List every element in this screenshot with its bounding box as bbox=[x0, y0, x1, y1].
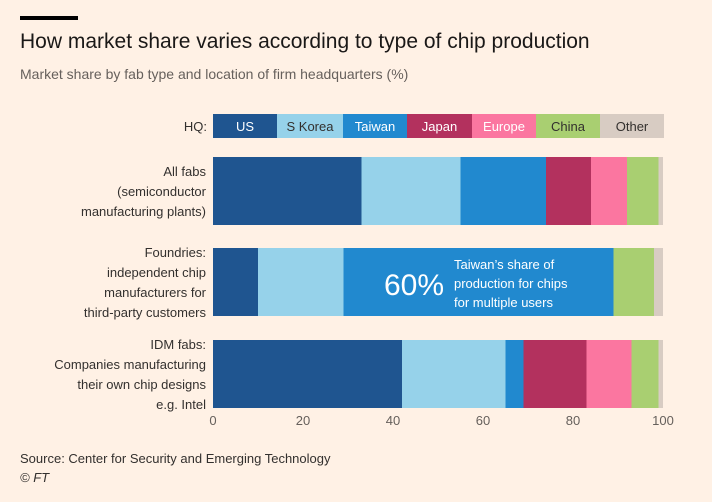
bar-taiwan-row-2 bbox=[343, 248, 614, 316]
bar-china-row-3 bbox=[631, 340, 659, 408]
chart-title: How market share varies according to typ… bbox=[20, 30, 590, 53]
annotation-line-1: Taiwan’s share of bbox=[454, 257, 555, 272]
bar-taiwan-row-1 bbox=[460, 157, 546, 225]
legend-entry-s-korea: S Korea bbox=[287, 119, 335, 134]
legend-entry-taiwan: Taiwan bbox=[355, 119, 395, 134]
category-label-row-2-line-3: manufacturers for bbox=[104, 285, 207, 300]
legend-entry-china: China bbox=[551, 119, 586, 134]
ft-top-bar bbox=[20, 16, 78, 20]
bar-us-row-1 bbox=[213, 157, 362, 225]
legend-entry-other: Other bbox=[616, 119, 649, 134]
bar-other-row-1 bbox=[658, 157, 663, 225]
bar-japan-row-1 bbox=[546, 157, 591, 225]
legend-swatch-europe bbox=[472, 114, 536, 138]
legend-swatch-china bbox=[536, 114, 600, 138]
bar-other-row-2 bbox=[654, 248, 663, 316]
annotation-line-3: for multiple users bbox=[454, 295, 553, 310]
x-tick-label-80: 80 bbox=[566, 413, 580, 428]
bar-china-row-1 bbox=[627, 157, 659, 225]
legend-entry-europe: Europe bbox=[483, 119, 525, 134]
chart-subtitle: Market share by fab type and location of… bbox=[20, 66, 409, 82]
category-label-row-3-line-2: Companies manufacturing bbox=[54, 357, 206, 372]
legend-entry-japan: Japan bbox=[422, 119, 457, 134]
legend-swatch-taiwan bbox=[343, 114, 407, 138]
x-tick-label-100: 100 bbox=[652, 413, 674, 428]
annotation-value: 60% bbox=[384, 269, 444, 302]
bar-other-row-3 bbox=[658, 340, 663, 408]
source-note: Source: Center for Security and Emerging… bbox=[20, 451, 331, 466]
bar-taiwan-row-3 bbox=[505, 340, 524, 408]
bar-china-row-2 bbox=[613, 248, 654, 316]
bar-japan-row-3 bbox=[523, 340, 587, 408]
legend-swatch-japan bbox=[407, 114, 472, 138]
category-label-row-2-line-2: independent chip bbox=[107, 265, 206, 280]
bar-s-korea-row-1 bbox=[361, 157, 461, 225]
legend-entry-us: US bbox=[236, 119, 254, 134]
bar-s-korea-row-3 bbox=[402, 340, 506, 408]
bar-us-row-2 bbox=[213, 248, 258, 316]
category-label-row-1-line-1: All fabs bbox=[163, 164, 206, 179]
legend-label: HQ: bbox=[184, 119, 207, 134]
bar-europe-row-1 bbox=[591, 157, 627, 225]
bar-europe-row-3 bbox=[586, 340, 632, 408]
category-label-row-3-line-4: e.g. Intel bbox=[156, 397, 206, 412]
x-tick-label-20: 20 bbox=[296, 413, 310, 428]
bar-s-korea-row-2 bbox=[258, 248, 344, 316]
x-tick-label-40: 40 bbox=[386, 413, 400, 428]
x-tick-label-0: 0 bbox=[209, 413, 216, 428]
category-label-row-2-line-1: Foundries: bbox=[145, 245, 206, 260]
category-label-row-3-line-1: IDM fabs: bbox=[150, 337, 206, 352]
legend-swatch-s-korea bbox=[277, 114, 343, 138]
legend-swatch-us bbox=[213, 114, 277, 138]
category-label-row-3-line-3: their own chip designs bbox=[77, 377, 206, 392]
annotation-line-2: production for chips bbox=[454, 276, 568, 291]
bar-us-row-3 bbox=[213, 340, 402, 408]
category-label-row-1-line-2: (semiconductor bbox=[117, 184, 207, 199]
x-tick-label-60: 60 bbox=[476, 413, 490, 428]
category-label-row-2-line-4: third-party customers bbox=[84, 305, 207, 320]
legend-swatch-other bbox=[600, 114, 664, 138]
ft-credit: © FT bbox=[20, 470, 50, 485]
category-label-row-1-line-3: manufacturing plants) bbox=[81, 204, 206, 219]
